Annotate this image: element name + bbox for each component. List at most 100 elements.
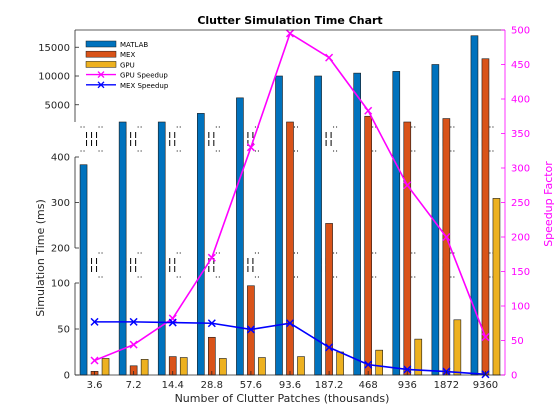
gpu-speedup-marker [207, 253, 216, 262]
y2-tick-label: 150 [511, 267, 530, 278]
bar-mex [403, 121, 412, 376]
bar-mex [286, 121, 294, 376]
marker-stroke [364, 106, 373, 115]
y2-tick-label: 250 [511, 198, 530, 209]
bar-matlab [470, 35, 479, 376]
y2-tick-label: 200 [511, 233, 530, 244]
x-tick-label: 28.8 [201, 380, 223, 391]
marker-stroke [364, 360, 373, 369]
bar-gpu [258, 357, 266, 376]
y-tick-label: 0 [64, 371, 70, 382]
gpu-speedup-marker [325, 53, 334, 62]
gpu-speedup-marker [403, 181, 412, 190]
gpu-speedup-marker [90, 356, 99, 365]
bar-mex [481, 58, 490, 376]
y-tick-label: 100 [51, 279, 70, 290]
legend-marker [97, 81, 105, 89]
bar-gpu [101, 358, 110, 376]
marker-stroke [207, 319, 216, 328]
y2-tick-label: 450 [511, 60, 530, 71]
y-tick-label: 300 [51, 198, 70, 209]
x-tick-label: 936 [398, 380, 417, 391]
x-tick-label: 7.2 [126, 380, 142, 391]
x-tick-label: 468 [359, 380, 378, 391]
legend-label: MATLAB [120, 41, 148, 49]
x-tick-label: 14.4 [162, 380, 184, 391]
mex-speedup-marker [90, 317, 99, 326]
bar-matlab [275, 75, 283, 376]
mex-speedup-marker [168, 318, 177, 327]
marker-stroke [403, 365, 412, 374]
marker-stroke [129, 317, 138, 326]
y2-tick-label: 500 [511, 26, 530, 37]
bar-matlab [314, 75, 322, 376]
marker-stroke [129, 340, 138, 349]
y2-tick-label: 50 [511, 336, 524, 347]
gpu-speedup-marker [481, 333, 490, 342]
bar-gpu [140, 359, 149, 376]
bar-gpu [219, 358, 227, 376]
bar-gpu [297, 356, 305, 376]
marker-stroke [403, 181, 412, 190]
marker-stroke [90, 356, 99, 365]
marker-stroke [207, 253, 216, 262]
y-tick-label: 200 [51, 244, 70, 255]
y-axis-label: Simulation Time (ms) [34, 199, 47, 317]
marker-stroke [442, 232, 451, 242]
gpu-speedup-marker [442, 232, 451, 242]
legend-label: GPU Speedup [120, 72, 168, 80]
bar-gpu [179, 357, 188, 376]
x-axis-label: Number of Clutter Patches (thousands) [175, 392, 390, 405]
legend-label: MEX Speedup [120, 82, 169, 90]
gpu-speedup-marker [285, 29, 295, 38]
chart-title: Clutter Simulation Time Chart [197, 14, 382, 27]
mex-speedup-marker [246, 325, 255, 334]
y2-tick-label: 400 [511, 95, 530, 106]
bar-mex [442, 118, 451, 376]
bar-matlab [197, 113, 205, 376]
axes-layer: 0 50 100 200 300 400 5000 10000 15000 0 50 100 150 20… [38, 26, 530, 392]
marker-stroke [168, 318, 177, 327]
legend-swatch-mex [85, 50, 117, 58]
marker-stroke [90, 317, 99, 326]
legend-swatch-matlab [85, 40, 117, 48]
x-tick-label: 187.2 [315, 380, 344, 391]
legend-swatch-gpu [85, 61, 117, 68]
mex-speedup-marker [403, 365, 412, 374]
bar-matlab [118, 121, 127, 376]
x-tick-label: 3.6 [87, 380, 103, 391]
mex-speedup-marker [364, 360, 373, 369]
x-tick-label: 9360 [473, 380, 498, 391]
legend-label: MEX [120, 51, 135, 59]
bar-matlab [392, 71, 401, 376]
bars-layer [79, 35, 501, 376]
bar-gpu [453, 319, 462, 376]
y2-tick-label: 300 [511, 164, 530, 175]
y2-tick-label: 350 [511, 129, 530, 140]
bar-gpu [375, 349, 383, 376]
y-tick-label: 400 [51, 153, 70, 164]
speedup-lines-layer [90, 29, 490, 379]
legend: MATLAB MEX GPU GPU Speedup MEX Speedup [83, 36, 173, 93]
y-tick-label: 5000 [45, 100, 70, 111]
x-tick-label: 57.6 [240, 380, 262, 391]
mex-speedup-marker [285, 319, 295, 328]
bar-mex [364, 115, 372, 376]
mex-speedup-marker [207, 319, 216, 328]
marker-stroke [246, 143, 255, 152]
legend-label: GPU [120, 61, 135, 69]
y-tick-label: 10000 [38, 72, 70, 83]
mex-speedup-marker [325, 343, 334, 352]
y-tick-label: 15000 [38, 43, 70, 54]
marker-stroke [246, 325, 255, 334]
y2-tick-label: 100 [511, 302, 530, 313]
bar-gpu [336, 351, 344, 376]
gpu-speedup-marker [364, 106, 373, 115]
bar-matlab [236, 97, 244, 376]
x-tick-label: 1872 [434, 380, 459, 391]
y-tick-label: 50 [57, 325, 70, 336]
x-tick-label: 93.6 [279, 380, 301, 391]
gpu-speedup-marker [246, 143, 255, 152]
bar-gpu [492, 198, 501, 376]
